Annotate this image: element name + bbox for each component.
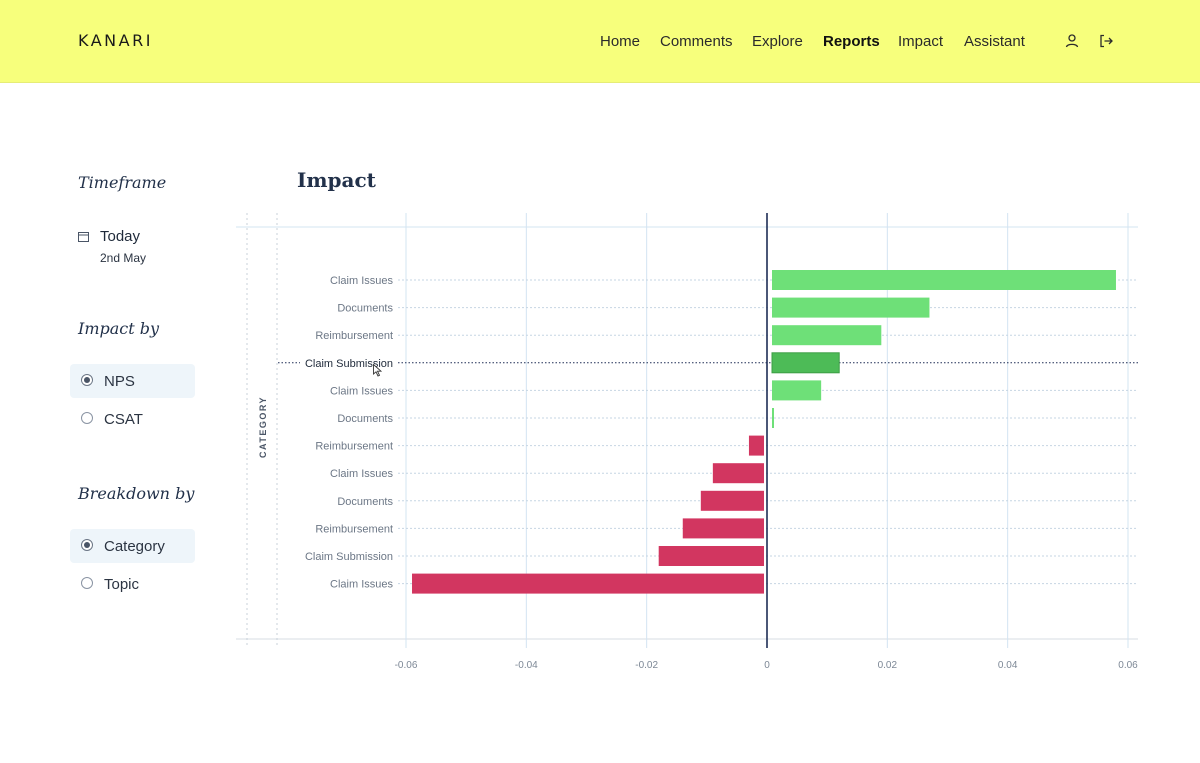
positive-bar [772, 325, 882, 346]
negative-bar [412, 573, 764, 594]
main-nav: Home Comments Explore Reports Impact Ass… [0, 33, 1200, 53]
category-label: Claim Submission [305, 551, 393, 563]
negative-bar [748, 435, 764, 456]
nav-home[interactable]: Home [600, 33, 641, 50]
calendar-icon [78, 232, 89, 242]
category-label: Documents [337, 496, 393, 508]
timeframe-heading: Timeframe [78, 173, 167, 192]
impact-by-heading: Impact by [78, 319, 160, 338]
category-label: Claim Issues [330, 468, 393, 480]
timeframe-date: 2nd May [100, 251, 147, 265]
nav-reports[interactable]: Reports [823, 33, 880, 50]
chart-title: Impact [297, 168, 376, 192]
radio-selected-icon [81, 539, 93, 551]
category-label: Reimbursement [315, 441, 393, 453]
x-tick-label: 0 [764, 660, 770, 671]
breakdown-category-radio[interactable]: Category [70, 529, 195, 563]
top-bar: KANARI Home Comments Explore Reports Imp… [0, 0, 1200, 83]
positive-bar [772, 380, 822, 401]
negative-bar [712, 463, 764, 484]
x-tick-label: 0.02 [878, 660, 898, 671]
category-label: Claim Issues [330, 385, 393, 397]
app-logo[interactable]: KANARI [78, 31, 153, 50]
x-tick-label: -0.02 [635, 660, 658, 671]
impact-nps-radio[interactable]: NPS [70, 364, 195, 398]
radio-empty-icon [81, 577, 93, 589]
negative-bar [682, 518, 764, 539]
x-tick-label: -0.06 [395, 660, 418, 671]
radio-empty-icon [81, 412, 93, 424]
radio-selected-icon [81, 374, 93, 386]
radio-label: NPS [104, 373, 135, 390]
positive-bar [772, 408, 774, 428]
positive-bar [771, 352, 840, 374]
mouse-cursor-icon [373, 364, 382, 377]
y-axis-title: CATEGORY [258, 396, 268, 458]
nav-explore[interactable]: Explore [752, 33, 803, 50]
category-label: Documents [337, 413, 393, 425]
negative-bar [700, 490, 764, 511]
breakdown-by-heading: Breakdown by [78, 484, 195, 503]
radio-label: CSAT [104, 411, 143, 428]
category-label: Claim Issues [330, 275, 393, 287]
nav-comments[interactable]: Comments [660, 33, 733, 50]
timeframe-value: Today [100, 228, 141, 245]
breakdown-topic-radio[interactable]: Topic [70, 567, 195, 601]
nav-impact[interactable]: Impact [898, 33, 944, 50]
user-icon[interactable] [1064, 33, 1080, 49]
x-tick-label: 0.06 [1118, 660, 1138, 671]
positive-bar [772, 270, 1116, 290]
category-label: Documents [337, 303, 393, 315]
radio-label: Topic [104, 576, 140, 593]
category-label: Reimbursement [315, 330, 393, 342]
x-tick-label: 0.04 [998, 660, 1018, 671]
category-label: Claim Issues [330, 579, 393, 591]
positive-bar [772, 297, 930, 318]
impact-csat-radio[interactable]: CSAT [70, 402, 195, 436]
x-tick-label: -0.04 [515, 660, 538, 671]
radio-label: Category [104, 538, 165, 555]
nav-assistant[interactable]: Assistant [964, 33, 1025, 50]
negative-bar [658, 546, 764, 566]
category-label: Reimbursement [315, 523, 393, 535]
category-label: Claim Submission [305, 358, 393, 370]
logout-icon[interactable] [1098, 33, 1114, 49]
